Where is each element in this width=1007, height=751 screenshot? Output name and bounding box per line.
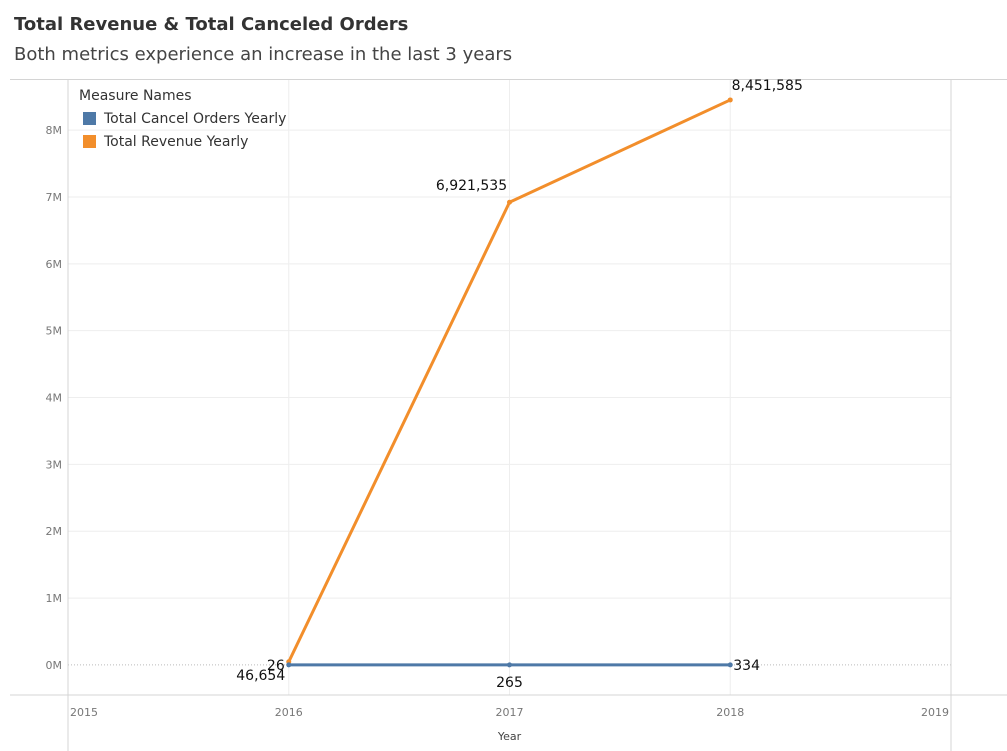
data-point-revenue [507, 199, 512, 205]
y-tick-label: 4M [46, 392, 63, 405]
y-tick-label: 6M [46, 258, 63, 271]
data-label-cancel-orders: 26 [267, 658, 285, 674]
data-point-cancel-orders [727, 662, 733, 668]
chart-subtitle: Both metrics experience an increase in t… [14, 44, 513, 65]
legend-swatch-cancel-orders [83, 112, 96, 125]
data-label-revenue: 6,921,535 [436, 178, 507, 194]
y-tick-label: 7M [46, 191, 63, 204]
chart-title: Total Revenue & Total Canceled Orders [14, 14, 409, 35]
y-tick-label: 2M [46, 525, 63, 538]
x-axis-title: Year [497, 730, 522, 743]
data-label-cancel-orders: 334 [733, 658, 760, 674]
y-tick-label: 8M [46, 124, 63, 137]
x-tick-label: 2017 [496, 706, 524, 719]
data-label-cancel-orders: 265 [496, 675, 523, 691]
x-tick-label: 2018 [716, 706, 744, 719]
y-tick-label: 0M [46, 659, 63, 672]
legend-item-cancel-orders[interactable]: Total Cancel Orders Yearly [83, 107, 286, 130]
legend-swatch-revenue [83, 135, 96, 148]
data-point-cancel-orders [286, 662, 292, 668]
legend-label-revenue: Total Revenue Yearly [104, 133, 249, 150]
data-label-revenue: 8,451,585 [732, 78, 803, 94]
data-point-revenue [727, 97, 733, 103]
y-tick-label: 1M [46, 592, 63, 605]
y-tick-label: 5M [46, 325, 63, 338]
x-tick-label: 2016 [275, 706, 303, 719]
data-label-revenue: 46,654 [236, 668, 285, 684]
legend[interactable]: Measure Names Total Cancel Orders Yearly… [79, 88, 286, 153]
data-point-cancel-orders [507, 662, 512, 668]
legend-title: Measure Names [79, 88, 192, 104]
y-tick-label: 3M [46, 458, 63, 471]
legend-label-cancel-orders: Total Cancel Orders Yearly [104, 110, 287, 127]
x-tick-label: 2019 [921, 706, 949, 719]
title-divider [10, 79, 1007, 80]
legend-item-revenue[interactable]: Total Revenue Yearly [83, 130, 286, 153]
x-tick-label: 2015 [70, 706, 98, 719]
